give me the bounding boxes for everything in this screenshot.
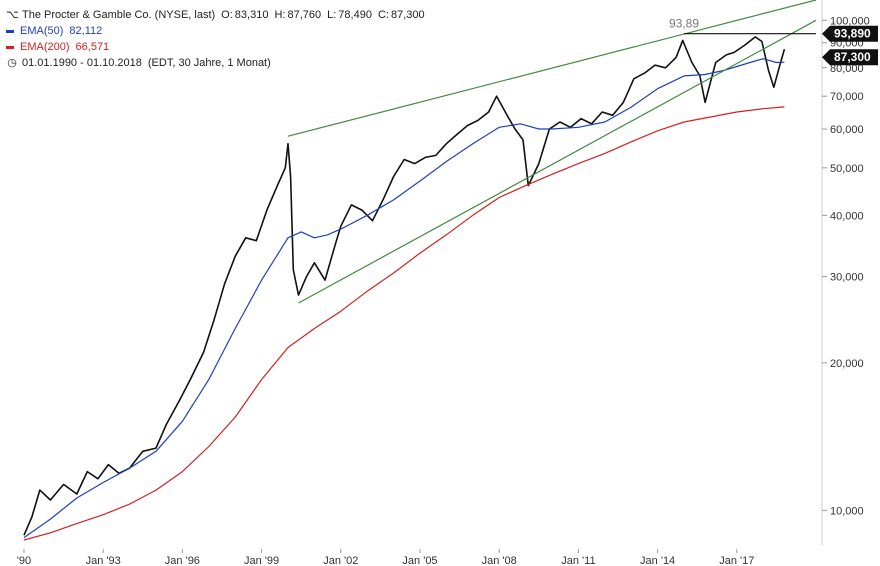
upper-trend-line-line (287, 0, 817, 137)
ema-50-line (23, 58, 785, 539)
y-tick-label: 20,000 (830, 358, 864, 370)
ema50-label: EMA(50) (20, 25, 64, 37)
x-tick-label: Jan '08 (482, 555, 517, 566)
price-badge-shape (822, 49, 878, 66)
x-tick-label: Jan '02 (323, 555, 358, 566)
price-badge: 93,890 (822, 25, 878, 42)
peak-annotation: 93,89 (669, 17, 699, 31)
x-tick-label: Jan '93 (86, 555, 121, 566)
x-tick-label: Jan '11 (561, 555, 595, 566)
legend-ema50-row: EMA(50) 82,112 (6, 23, 431, 39)
price-badge-shape (822, 25, 878, 42)
y-tick-label: 80,000 (830, 63, 864, 75)
low-label: L: (327, 9, 337, 21)
open-value: 83,310 (234, 9, 269, 21)
ema50-swatch (6, 29, 14, 33)
open-label: O: (221, 9, 233, 21)
legend-range-row: ◷ 01.01.1990 - 01.10.2018 (EDT, 30 Jahre… (6, 55, 431, 71)
price-badge-label: 93,890 (834, 27, 871, 41)
x-tick-label: Jan '96 (165, 555, 200, 566)
legend-main-row: ⌥ The Procter & Gamble Co. (NYSE, last) … (6, 7, 431, 23)
y-tick-label: 60,000 (830, 124, 864, 136)
x-tick-label: Jan '99 (244, 555, 279, 566)
close-label: C: (377, 9, 389, 21)
ema200-swatch (6, 45, 14, 49)
high-value: 87,760 (287, 9, 322, 21)
ema50-value: 82,112 (69, 25, 103, 37)
the-procter-gamble-co-line (23, 36, 786, 536)
ema200-label: EMA(200) (20, 41, 70, 53)
x-tick-label: '90 (17, 555, 31, 566)
y-tick-label: 50,000 (830, 163, 864, 175)
range-detail: (EDT, 30 Jahre, 1 Monat) (147, 57, 271, 69)
y-tick-label: 100,000 (830, 15, 870, 27)
ema-200-line (23, 106, 785, 541)
low-value: 78,490 (338, 9, 372, 21)
x-tick-label: Jan '05 (402, 555, 437, 566)
close-value: 87,300 (390, 9, 425, 21)
candlestick-icon: ⌥ (6, 9, 19, 21)
price-badge-label: 87,300 (834, 50, 871, 64)
high-label: H: (274, 9, 286, 21)
legend-title: The Procter & Gamble Co. (NYSE, last) (22, 9, 216, 21)
legend: ⌥ The Procter & Gamble Co. (NYSE, last) … (6, 7, 431, 71)
ema200-value: 66,571 (75, 41, 110, 53)
clock-icon: ◷ (7, 57, 17, 69)
x-tick-label: Jan '17 (719, 555, 754, 566)
y-tick-label: 40,000 (830, 210, 864, 222)
legend-ema200-row: EMA(200) 66,571 (6, 39, 431, 55)
y-tick-label: 10,000 (830, 505, 864, 517)
price-badge: 87,300 (822, 49, 878, 66)
range-text: 01.01.1990 - 01.10.2018 (22, 57, 142, 69)
y-tick-label: 30,000 (830, 272, 864, 284)
x-tick-label: Jan '14 (640, 555, 675, 566)
lower-trend-line-line (298, 19, 817, 304)
y-tick-label: 70,000 (830, 91, 864, 103)
